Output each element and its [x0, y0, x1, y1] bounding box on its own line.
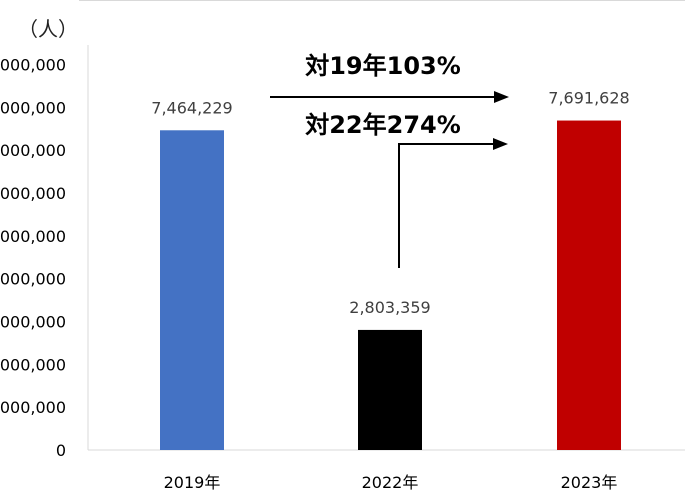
y-tick-label: 0 [56, 441, 66, 460]
annotation-vs-2019: 対19年103% [305, 52, 461, 80]
arrow-vs-2019-head-icon [494, 91, 509, 103]
x-tick-label: 2022年 [362, 473, 419, 492]
bar [557, 120, 621, 450]
y-tick-label: 8,000,000 [0, 98, 66, 117]
y-tick-label: 3,000,000 [0, 313, 66, 332]
bar [160, 130, 224, 450]
data-label: 7,464,229 [151, 98, 232, 117]
y-tick-label: 6,000,000 [0, 184, 66, 203]
y-tick-label: 1,000,000 [0, 398, 66, 417]
x-tick-label: 2023年 [561, 473, 618, 492]
y-tick-label: 7,000,000 [0, 141, 66, 160]
y-tick-label: 9,000,000 [0, 56, 66, 75]
annotation-vs-2022: 対22年274% [305, 111, 461, 139]
data-label: 7,691,628 [548, 89, 629, 108]
y-axis-unit-label: （人） [18, 17, 78, 41]
data-label: 2,803,359 [349, 298, 430, 317]
x-tick-label: 2019年 [164, 473, 221, 492]
arrow-vs-2022-head-icon [493, 138, 508, 150]
y-tick-label: 5,000,000 [0, 227, 66, 246]
y-tick-label: 4,000,000 [0, 270, 66, 289]
y-tick-label: 2,000,000 [0, 355, 66, 374]
bar [358, 329, 422, 450]
bars-group [160, 120, 621, 450]
data-labels-group: 7,464,229 2,803,359 7,691,628 [151, 89, 629, 317]
y-axis-ticks: 0 1,000,000 2,000,000 3,000,000 4,000,000 5,0… [0, 56, 66, 461]
x-axis-labels-group: 2019年 2022年 2023年 [164, 473, 618, 492]
arrow-vs-2022-line [398, 143, 493, 268]
